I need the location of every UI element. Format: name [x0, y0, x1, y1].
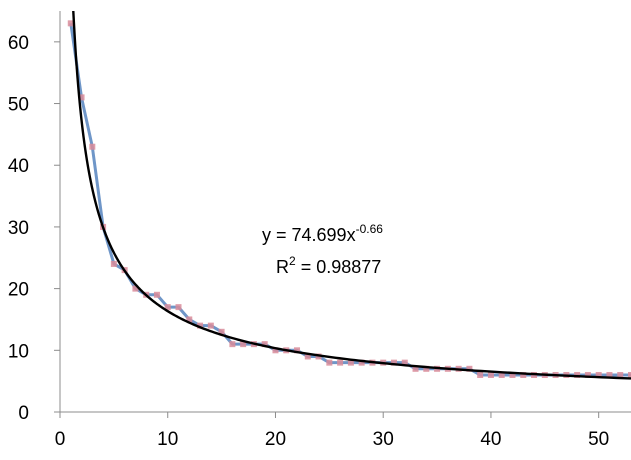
y-tick-label: 10	[8, 341, 29, 362]
y-tick-label: 20	[8, 280, 29, 301]
trendline-equation: y = 74.699x-0.66	[262, 222, 383, 245]
data-point	[487, 371, 494, 378]
data-point	[89, 143, 96, 150]
data-markers	[67, 20, 631, 378]
power-trendline	[72, 10, 631, 380]
data-point	[423, 365, 430, 372]
x-tick-label: 50	[588, 429, 609, 450]
data-point	[584, 371, 591, 378]
x-ticks: 0 10 20 30 40 50	[55, 412, 609, 450]
x-tick-label: 0	[55, 429, 66, 450]
data-point	[164, 304, 171, 311]
x-tick-label: 40	[480, 429, 501, 450]
data-point	[153, 291, 160, 298]
r2-value: = 0.98877	[296, 257, 382, 277]
y-tick-label: 40	[8, 156, 29, 177]
data-point	[337, 359, 344, 366]
data-point	[617, 371, 624, 378]
data-point	[628, 371, 631, 378]
data-point	[229, 341, 236, 348]
data-point	[240, 341, 247, 348]
data-point	[520, 371, 527, 378]
data-point	[477, 371, 484, 378]
r2-exponent: 2	[289, 254, 296, 268]
data-point	[606, 371, 613, 378]
data-point	[304, 353, 311, 360]
data-point	[78, 94, 85, 101]
data-series-line	[69, 23, 631, 377]
data-point	[272, 347, 279, 354]
x-tick-label: 10	[157, 429, 178, 450]
y-ticks: 0 10 20 30 40 50 60	[8, 33, 60, 424]
plot-area	[67, 10, 631, 380]
equation-base: y = 74.699x	[262, 225, 356, 245]
data-point	[358, 359, 365, 366]
x-tick-label: 30	[373, 429, 394, 450]
axes: 0 10 20 30 40 50 0 10 20 30 40 50 60	[8, 11, 631, 450]
data-point	[466, 365, 473, 372]
x-tick-label: 20	[265, 429, 286, 450]
data-point	[67, 20, 74, 27]
y-tick-label: 30	[8, 218, 29, 239]
data-point	[595, 371, 602, 378]
y-tick-label: 50	[8, 95, 29, 116]
data-point	[110, 260, 117, 267]
data-point	[347, 359, 354, 366]
data-point	[390, 359, 397, 366]
data-point	[186, 316, 193, 323]
data-point	[175, 304, 182, 311]
data-point	[207, 322, 214, 329]
data-point	[401, 359, 408, 366]
data-point	[498, 371, 505, 378]
y-tick-label: 0	[18, 403, 29, 424]
data-point	[218, 328, 225, 335]
equation-exponent: -0.66	[356, 222, 384, 236]
data-point	[509, 371, 516, 378]
data-point	[326, 359, 333, 366]
y-tick-label: 60	[8, 33, 29, 54]
data-point	[261, 341, 268, 348]
data-point	[412, 365, 419, 372]
data-point	[294, 347, 301, 354]
data-point	[574, 371, 581, 378]
data-point	[132, 285, 139, 292]
r-squared-label: R2 = 0.98877	[276, 254, 381, 277]
data-point	[197, 322, 204, 329]
r2-letter: R	[276, 257, 289, 277]
